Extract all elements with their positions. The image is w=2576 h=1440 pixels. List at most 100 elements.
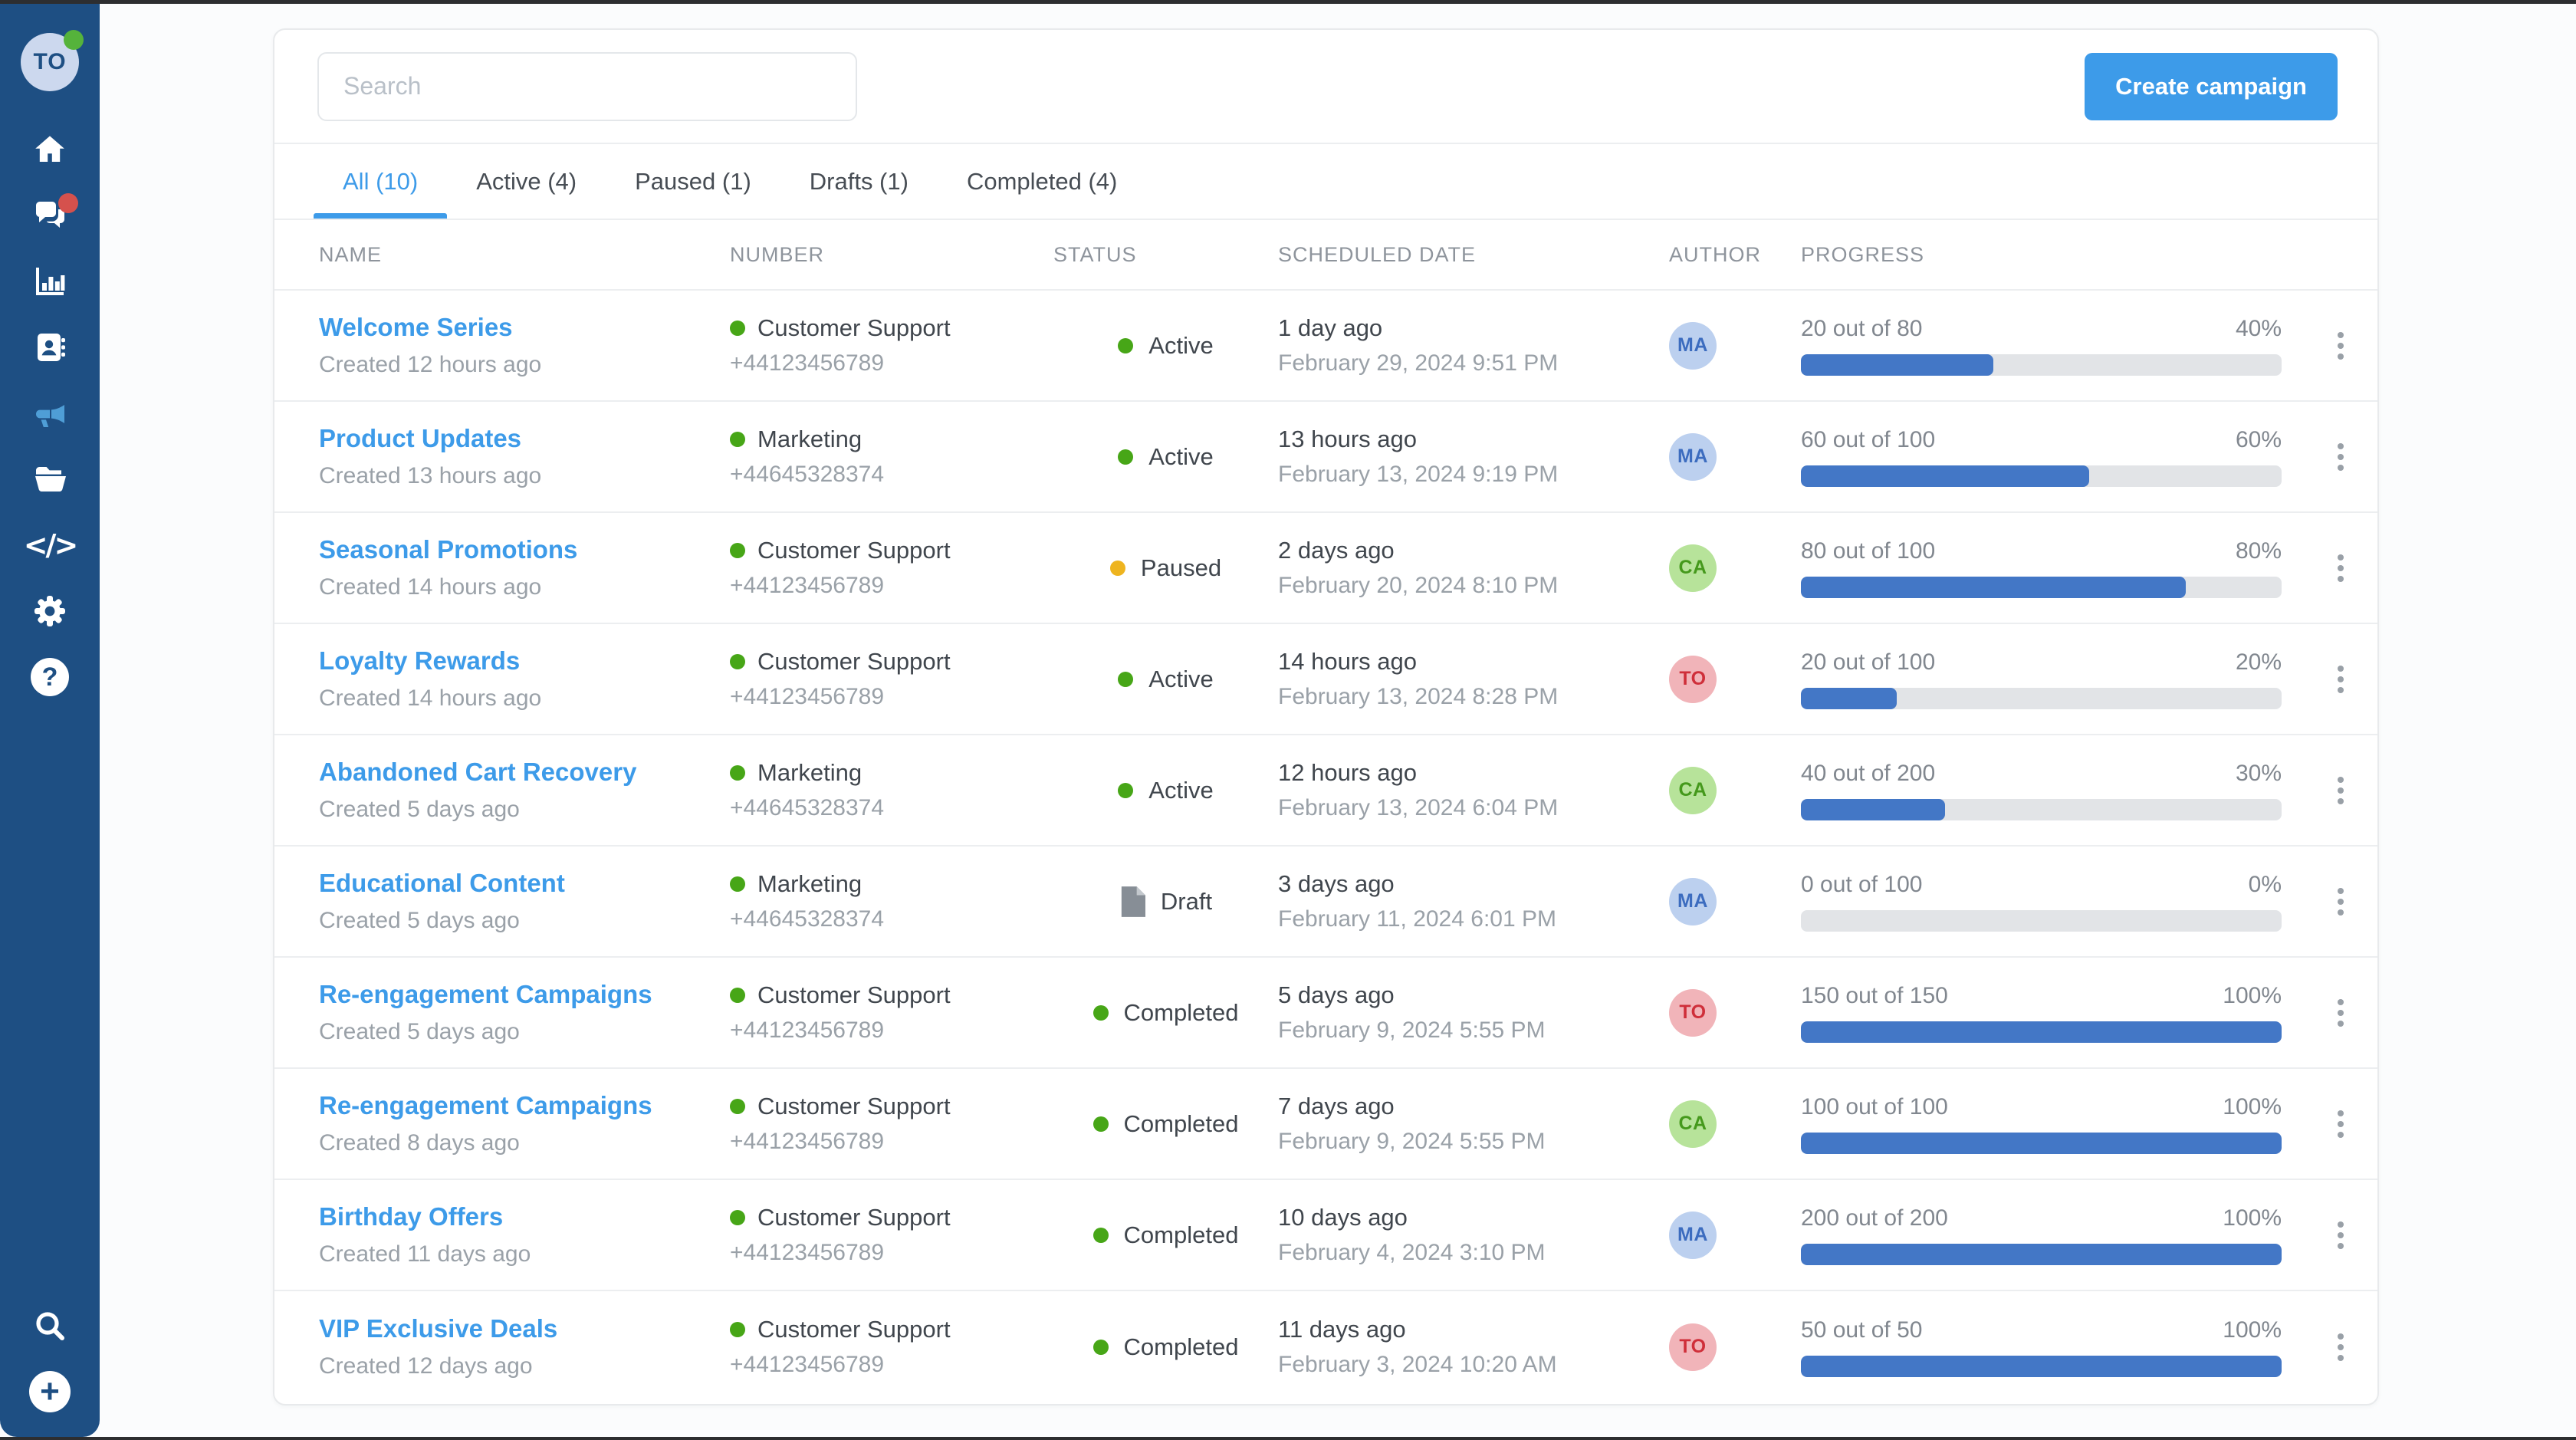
row-menu-button[interactable]	[2282, 998, 2354, 1027]
sidebar-item-help[interactable]: ?	[0, 644, 100, 710]
campaign-name-link[interactable]: Welcome Series	[319, 313, 513, 341]
campaign-name-link[interactable]: Seasonal Promotions	[319, 535, 578, 564]
sender-phone-number: +44645328374	[730, 462, 885, 487]
kebab-dot	[2338, 909, 2344, 916]
campaign-name-link[interactable]: Product Updates	[319, 424, 522, 452]
tab-paused[interactable]: Paused (1)	[635, 167, 751, 195]
sender-status-dot	[730, 432, 745, 447]
scheduled-relative-time: 12 hours ago	[1278, 759, 1417, 786]
progress-percent-label: 80%	[2235, 538, 2282, 564]
row-menu-button[interactable]	[2282, 776, 2354, 804]
scheduled-datetime: February 20, 2024 8:10 PM	[1278, 573, 1559, 598]
table-row: Seasonal Promotions Created 14 hours ago…	[274, 513, 2377, 624]
table-row: Abandoned Cart Recovery Created 5 days a…	[274, 735, 2377, 847]
status-label: Active	[1148, 331, 1214, 359]
home-icon	[35, 136, 64, 162]
tab-drafts[interactable]: Drafts (1)	[809, 167, 909, 195]
sidebar-item-home[interactable]	[0, 117, 100, 182]
campaign-created-text: Created 14 hours ago	[319, 574, 542, 600]
folder-icon	[35, 467, 66, 492]
sender-status-dot	[730, 543, 745, 558]
bar-chart-icon	[36, 268, 65, 295]
sidebar-item-settings[interactable]	[0, 578, 100, 644]
row-menu-button[interactable]	[2282, 1221, 2354, 1249]
row-menu-button[interactable]	[2282, 1333, 2354, 1361]
campaign-tabs: All (10) Active (4) Paused (1) Drafts (1) Co…	[274, 144, 2377, 220]
sender-name: Marketing	[757, 759, 863, 786]
kebab-dot	[2338, 665, 2344, 672]
row-menu-button[interactable]	[2282, 887, 2354, 916]
progress-count-label: 20 out of 80	[1801, 315, 1923, 341]
gear-icon	[34, 596, 65, 626]
campaign-created-text: Created 11 days ago	[319, 1241, 531, 1267]
scheduled-relative-time: 1 day ago	[1278, 314, 1383, 341]
panel-toolbar: Create campaign	[274, 30, 2377, 144]
tab-completed[interactable]: Completed (4)	[966, 167, 1118, 195]
user-avatar-initials: TO	[33, 49, 67, 74]
row-menu-button[interactable]	[2282, 554, 2354, 582]
campaign-name-link[interactable]: Birthday Offers	[319, 1202, 504, 1231]
kebab-dot	[2338, 898, 2344, 905]
sidebar-item-contacts[interactable]	[0, 314, 100, 380]
progress-bar-fill	[1801, 1132, 2282, 1154]
sidebar-item-campaigns[interactable]	[0, 380, 100, 446]
progress-count-label: 60 out of 100	[1801, 426, 1936, 452]
status-label: Active	[1148, 442, 1214, 470]
kebab-dot	[2338, 353, 2344, 360]
kebab-dot	[2338, 331, 2344, 338]
progress-percent-label: 20%	[2235, 649, 2282, 675]
sidebar-add-button[interactable]: +	[0, 1359, 100, 1425]
kebab-dot	[2338, 676, 2344, 682]
row-menu-button[interactable]	[2282, 442, 2354, 471]
sidebar-item-messages[interactable]	[0, 182, 100, 248]
search-input[interactable]	[317, 51, 857, 121]
kebab-dot	[2338, 1333, 2344, 1340]
row-menu-button[interactable]	[2282, 665, 2354, 693]
tab-active[interactable]: Active (4)	[476, 167, 577, 195]
kebab-dot	[2338, 797, 2344, 804]
row-menu-button[interactable]	[2282, 331, 2354, 360]
tab-all[interactable]: All (10)	[314, 144, 448, 219]
kebab-dot	[2338, 776, 2344, 783]
progress-bar-fill	[1801, 576, 2186, 598]
kebab-dot	[2338, 1131, 2344, 1138]
progress-count-label: 80 out of 100	[1801, 538, 1936, 564]
kebab-dot	[2338, 1242, 2344, 1249]
sidebar-search-button[interactable]	[0, 1293, 100, 1359]
campaign-name-link[interactable]: Re-engagement Campaigns	[319, 980, 652, 1008]
progress-count-label: 20 out of 100	[1801, 649, 1936, 675]
sidebar-item-developer[interactable]: </>	[0, 512, 100, 578]
sidebar-item-files[interactable]	[0, 446, 100, 512]
campaign-name-link[interactable]: Re-engagement Campaigns	[319, 1091, 652, 1119]
progress-percent-label: 100%	[2223, 1317, 2282, 1343]
sidebar-item-analytics[interactable]	[0, 248, 100, 314]
user-avatar[interactable]: TO	[21, 30, 84, 91]
campaign-created-text: Created 8 days ago	[319, 1130, 520, 1156]
campaign-name-link[interactable]: Educational Content	[319, 869, 565, 897]
sender-name: Customer Support	[757, 1204, 951, 1231]
status-label: Active	[1148, 665, 1214, 692]
author-avatar: CA	[1669, 1100, 1717, 1148]
online-status-dot	[64, 30, 84, 50]
status-dot	[1092, 1227, 1109, 1243]
row-menu-button[interactable]	[2282, 1110, 2354, 1138]
status-dot	[1118, 449, 1134, 465]
kebab-dot	[2338, 442, 2344, 449]
kebab-dot	[2338, 453, 2344, 460]
create-campaign-button[interactable]: Create campaign	[2085, 52, 2338, 120]
sender-status-dot	[730, 321, 745, 336]
sender-phone-number: +44123456789	[730, 1018, 885, 1043]
table-row: Loyalty Rewards Created 14 hours ago Cus…	[274, 624, 2377, 735]
megaphone-icon	[36, 402, 64, 427]
campaign-created-text: Created 13 hours ago	[319, 463, 542, 488]
status-label: Completed	[1123, 1110, 1239, 1137]
campaign-name-link[interactable]: Loyalty Rewards	[319, 646, 521, 675]
author-avatar: CA	[1669, 544, 1717, 592]
address-book-icon	[38, 334, 65, 361]
sender-name: Customer Support	[757, 537, 951, 564]
campaign-created-text: Created 14 hours ago	[319, 685, 542, 711]
progress-percent-label: 100%	[2223, 1205, 2282, 1231]
campaign-name-link[interactable]: VIP Exclusive Deals	[319, 1314, 558, 1343]
campaign-name-link[interactable]: Abandoned Cart Recovery	[319, 758, 637, 786]
sender-phone-number: +44123456789	[730, 350, 885, 376]
